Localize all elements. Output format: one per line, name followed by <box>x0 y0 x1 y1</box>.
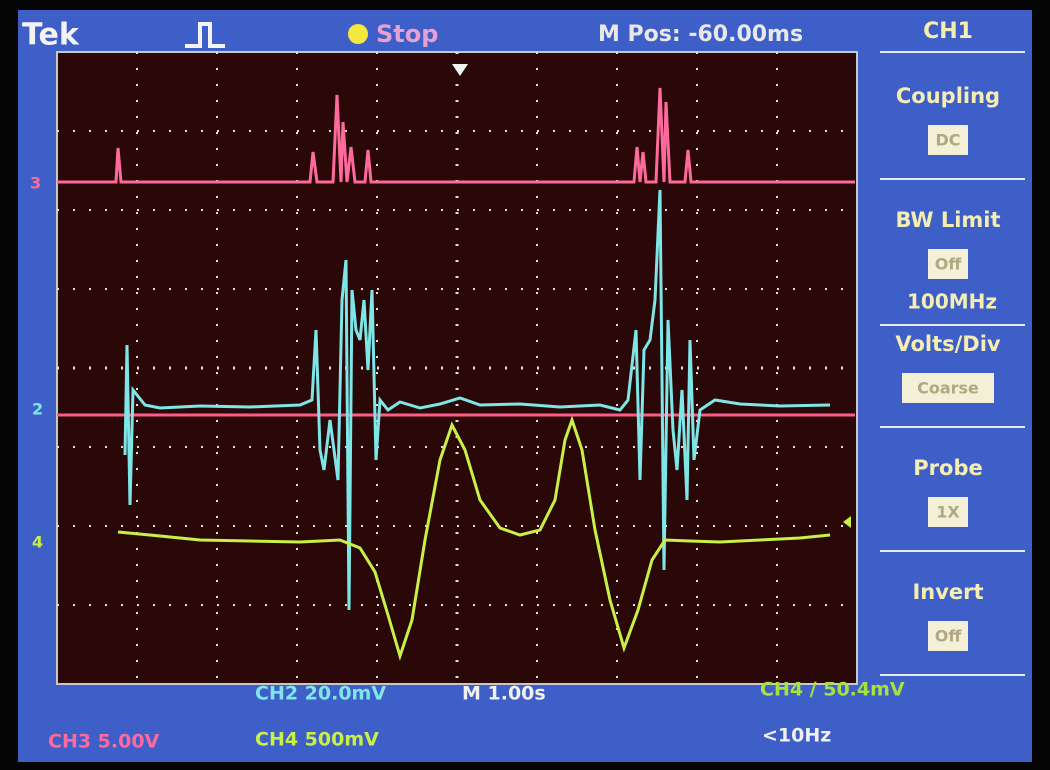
side-menu: CH1 Coupling DC BW Limit Off 100MHz Volts/Div… <box>880 19 1025 676</box>
frequency: <10Hz <box>762 725 831 747</box>
ch4-marker: 4 <box>32 533 43 552</box>
menu-value-box <box>928 249 968 279</box>
menu-label: Invert <box>912 580 983 604</box>
menu-label: BW Limit <box>895 208 1000 232</box>
menu-note: 100MHz <box>907 290 997 314</box>
menu-value: Off <box>935 255 963 274</box>
ch2-scale: CH2 20.0mV <box>255 683 386 705</box>
trigger-icon <box>185 22 225 48</box>
ch4-scale: CH4 500mV <box>255 729 379 751</box>
ch3-marker: 3 <box>30 174 41 193</box>
menu-title: CH1 <box>923 19 973 44</box>
menu-value: Off <box>935 627 963 646</box>
menu-value-box <box>928 621 968 651</box>
menu-value: Coarse <box>917 379 979 398</box>
ch4-trace <box>117 415 831 662</box>
ch2-marker: 2 <box>32 400 43 419</box>
trigger-position-marker <box>452 64 468 76</box>
menu-value-box <box>928 497 968 527</box>
trigger-setting: CH4 ∕ 50.4mV <box>760 679 905 701</box>
menu-value: 1X <box>936 503 960 522</box>
grid <box>57 52 857 684</box>
menu-label: Volts/Div <box>895 332 1001 356</box>
trigger-level-marker <box>843 516 851 528</box>
position: M Pos: -60.00ms <box>598 22 803 47</box>
status-dot <box>348 24 368 44</box>
ch2-trace <box>123 189 831 611</box>
timebase: M 1.00s <box>462 683 546 705</box>
status: Stop <box>376 20 438 48</box>
menu-value-box <box>902 373 994 403</box>
menu-label: Coupling <box>896 84 1000 108</box>
menu-value-box <box>928 125 968 155</box>
ch3-scale: CH3 5.00V <box>48 731 160 753</box>
ch3-trace <box>57 87 855 184</box>
brand: Tek <box>22 18 80 53</box>
menu-label: Probe <box>913 456 982 480</box>
menu-value: DC <box>935 131 960 150</box>
